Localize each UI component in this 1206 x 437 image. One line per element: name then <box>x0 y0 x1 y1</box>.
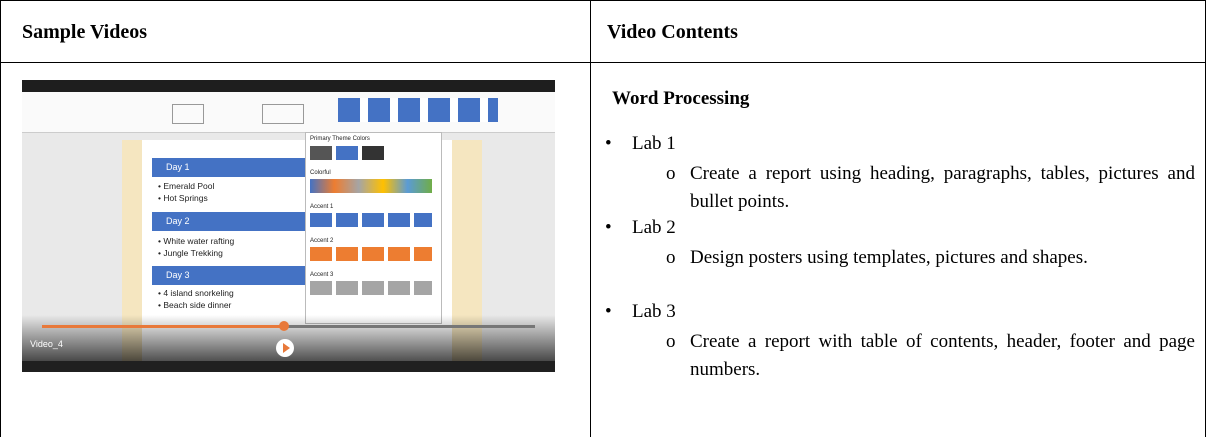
table-border <box>0 0 1206 1</box>
card-item: White water rafting <box>158 236 234 246</box>
card-item: Emerald Pool <box>158 181 214 191</box>
table-border <box>0 62 1206 63</box>
swatch <box>310 247 432 261</box>
play-button[interactable] <box>276 339 294 357</box>
card-item: Beach side dinner <box>158 300 231 310</box>
swatch <box>310 179 432 193</box>
ribbon <box>22 92 555 133</box>
day-card: Day 1 <box>152 158 312 177</box>
video-title: Video_4 <box>30 339 63 349</box>
progress-thumb[interactable] <box>279 321 289 331</box>
swatch <box>336 146 358 160</box>
card-item: 4 island snorkeling <box>158 288 233 298</box>
ribbon-icon <box>172 104 204 124</box>
lab-item: Lab 3 <box>605 301 676 323</box>
panel-label: Accent 3 <box>310 272 334 278</box>
swatch <box>310 213 432 227</box>
panel-label: Accent 1 <box>310 204 334 210</box>
swatch <box>310 146 332 160</box>
lab-detail: Create a report using heading, paragraph… <box>666 160 1195 215</box>
lab-item: Lab 2 <box>605 217 676 239</box>
style-gallery <box>338 98 498 122</box>
color-panel <box>305 132 442 324</box>
lab-detail: Design posters using templates, pictures… <box>666 244 1195 272</box>
title-bar <box>22 80 555 92</box>
taskbar <box>22 361 555 372</box>
swatch <box>310 281 432 295</box>
table-border <box>0 0 1 437</box>
card-item: Hot Springs <box>158 193 207 203</box>
header-cell: Sample Videos <box>22 21 148 43</box>
day-card: Day 3 <box>152 266 312 285</box>
swatch <box>362 146 384 160</box>
page-border <box>122 140 142 372</box>
section-heading: Word Processing <box>612 88 750 109</box>
card-item: Jungle Trekking <box>158 248 223 258</box>
table-border <box>590 0 591 437</box>
progress-fill <box>42 325 284 328</box>
lab-item: Lab 1 <box>605 133 676 155</box>
ribbon-icon <box>262 104 304 124</box>
panel-label: Primary Theme Colors <box>310 136 370 142</box>
lab-detail: Create a report with table of contents, … <box>666 328 1195 383</box>
panel-label: Accent 2 <box>310 238 334 244</box>
video-player[interactable]: Day 1 Emerald Pool Hot Springs Day 2 Whi… <box>22 80 555 372</box>
day-card: Day 2 <box>152 212 312 231</box>
panel-label: Colorful <box>310 170 331 176</box>
header-cell: Video Contents <box>607 21 738 43</box>
play-icon <box>283 343 290 353</box>
